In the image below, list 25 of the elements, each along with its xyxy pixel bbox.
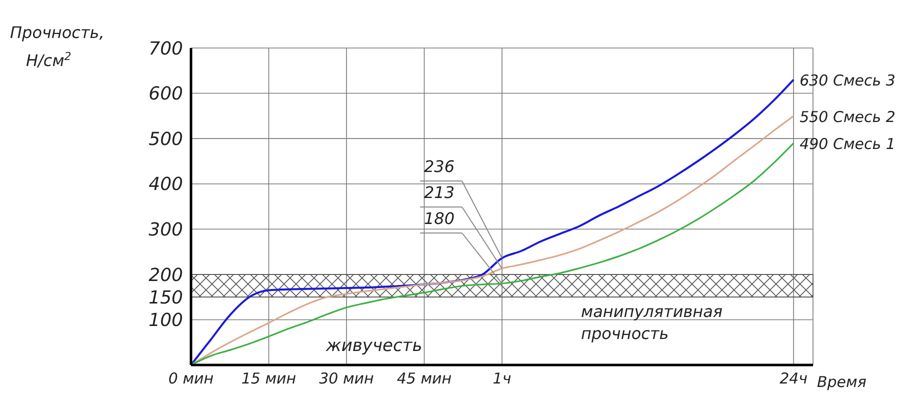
x-tick-label: 30 мин bbox=[319, 370, 374, 388]
y-tick-label: 500 bbox=[148, 128, 183, 150]
y-tick-label: 700 bbox=[148, 38, 183, 60]
data-label: 550 bbox=[800, 108, 828, 126]
y-axis-title: Прочность, Н/см$^{2}$ bbox=[10, 23, 104, 70]
text: Смесь 1 bbox=[832, 135, 896, 154]
annotation: живучесть bbox=[326, 336, 422, 356]
x-tick-label: 24ч bbox=[780, 370, 808, 388]
y-tick-label: 300 bbox=[148, 220, 183, 241]
x-tick-label: 45 мин bbox=[396, 370, 452, 388]
y-tick-label: 100 bbox=[148, 310, 183, 332]
x-tick-label: 1ч bbox=[492, 370, 512, 388]
text: Смесь 2 bbox=[832, 108, 896, 126]
x-axis-title: Время bbox=[817, 373, 866, 391]
data-label: 490 bbox=[800, 135, 828, 154]
x-tick-label: 15 мин bbox=[241, 370, 296, 388]
text: Смесь 3 bbox=[832, 72, 896, 90]
y-tick-label: 150 bbox=[148, 287, 183, 308]
data-label: 180 bbox=[424, 209, 455, 228]
y-tick-label: 600 bbox=[148, 84, 183, 105]
y-tick-label: 200 bbox=[148, 264, 183, 286]
x-tick-label: 0 мин bbox=[168, 370, 214, 388]
data-label: 630 bbox=[800, 72, 828, 90]
y-tick-label: 400 bbox=[148, 174, 183, 196]
band-label: манипулятивная прочность bbox=[581, 302, 723, 344]
